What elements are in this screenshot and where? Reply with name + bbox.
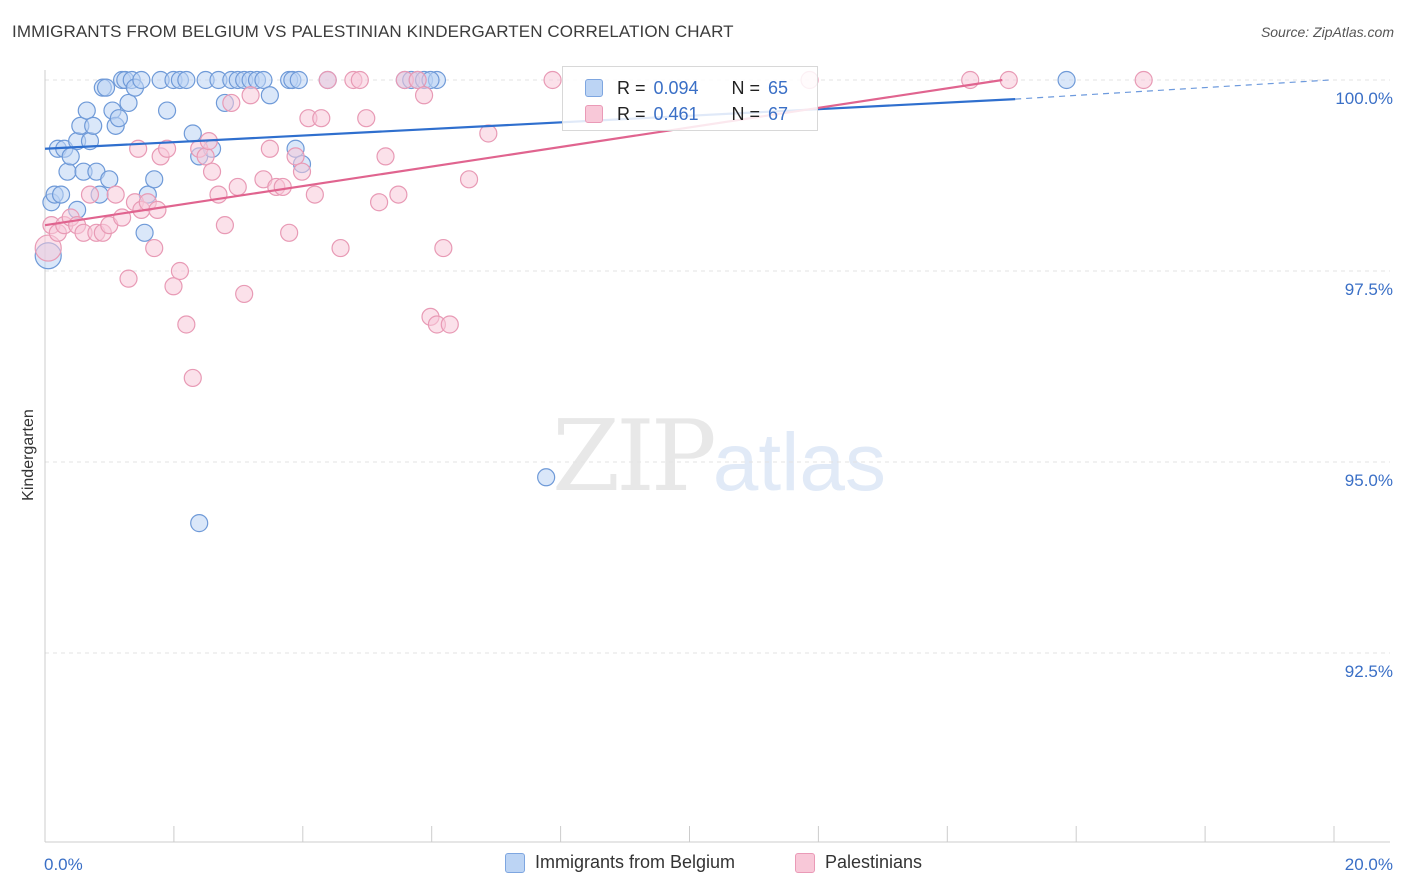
palestinians-point — [543, 70, 562, 90]
y-tick-label: 100.0% — [1335, 89, 1393, 108]
belgium-point — [61, 147, 80, 166]
series-legend: Immigrants from Belgium Palestinians — [0, 852, 1406, 876]
n-label: N = — [731, 77, 761, 98]
palestinians-point — [292, 162, 312, 181]
belgium-point — [51, 185, 71, 204]
x-tick-label: 20.0% — [1345, 855, 1393, 874]
belgium-point — [289, 70, 308, 90]
legend-label-belgium: Immigrants from Belgium — [535, 852, 736, 872]
palestinians-point — [376, 147, 395, 166]
belgium-point — [135, 223, 154, 242]
palestinians-point — [440, 315, 459, 334]
palestinians-point — [183, 368, 202, 388]
legend-item-palestinians[interactable]: Palestinians — [795, 852, 922, 873]
belgium-point — [145, 170, 164, 189]
trend-lines — [44, 78, 1331, 227]
belgium-point — [58, 162, 77, 181]
palestinians-r-value: 0.461 — [653, 103, 699, 124]
belgium-point — [84, 116, 103, 135]
palestinians-point — [312, 109, 331, 128]
palestinians-point — [286, 147, 305, 166]
tick-labels: 100.0% 97.5% 95.0% 92.5% 0.0% 20.0% — [44, 89, 1393, 874]
legend-swatch-palestinians — [795, 852, 815, 873]
palestinians-point — [241, 86, 260, 105]
palestinians-point — [177, 315, 196, 334]
palestinians-point — [228, 177, 247, 197]
palestinians-swatch — [585, 105, 603, 123]
palestinians-point — [273, 177, 292, 197]
belgium-swatch — [585, 79, 603, 97]
stats-row-belgium: R = 0.094 N = 65 — [585, 75, 788, 101]
palestinians-point — [357, 109, 376, 128]
palestinians-point — [999, 70, 1018, 90]
palestinians-point — [305, 185, 324, 204]
belgium-point — [537, 468, 556, 487]
palestinians-point — [414, 86, 434, 105]
palestinians-trend-line — [44, 78, 1003, 227]
palestinians-point — [389, 185, 408, 204]
belgium-point — [157, 101, 177, 120]
chart-title: IMMIGRANTS FROM BELGIUM VS PALESTINIAN K… — [12, 22, 734, 41]
belgium-point — [77, 101, 96, 120]
palestinians-point — [145, 238, 164, 258]
y-tick-label: 97.5% — [1345, 280, 1393, 299]
belgium-point — [177, 70, 196, 90]
belgium-point — [1057, 70, 1076, 90]
palestinians-point — [280, 223, 299, 242]
belgium-trend-extension — [1015, 79, 1331, 100]
belgium-point — [100, 170, 119, 189]
legend-item-belgium[interactable]: Immigrants from Belgium — [505, 852, 735, 873]
source-label: Source: ZipAtlas.com — [1260, 24, 1394, 40]
belgium-point — [109, 109, 128, 128]
palestinians-point — [34, 234, 62, 262]
palestinians-point — [157, 139, 177, 158]
r-label: R = — [617, 77, 646, 98]
palestinians-point — [370, 193, 389, 212]
palestinians-point — [202, 162, 222, 181]
palestinians-point — [459, 170, 479, 189]
belgium-point — [183, 124, 202, 143]
belgium-point — [260, 86, 279, 105]
belgium-point — [119, 93, 138, 113]
belgium-point — [190, 514, 209, 533]
palestinians-point — [350, 70, 369, 90]
belgium-r-value: 0.094 — [653, 77, 699, 98]
palestinians-point — [80, 185, 100, 204]
y-tick-label: 95.0% — [1345, 471, 1393, 490]
palestinians-point — [1134, 70, 1153, 90]
legend-swatch-belgium — [505, 852, 525, 873]
stats-legend: R = 0.094 N = 65 R = 0.461 N = 67 — [562, 66, 818, 131]
palestinians-point — [119, 269, 138, 288]
palestinians-point — [235, 284, 254, 304]
palestinians-point — [318, 70, 337, 90]
x-tick-label: 0.0% — [44, 855, 83, 874]
palestinians-point — [215, 216, 234, 235]
legend-label-palestinians: Palestinians — [825, 852, 923, 872]
palestinians-n-value: 67 — [768, 103, 789, 124]
palestinians-point — [434, 238, 453, 258]
gridlines — [45, 79, 1390, 654]
palestinians-point — [479, 124, 498, 143]
palestinians-point — [408, 70, 427, 90]
palestinians-point — [164, 277, 183, 296]
belgium-point — [254, 70, 273, 90]
palestinians-point — [331, 238, 350, 258]
n-label: N = — [731, 103, 761, 124]
palestinians-point — [222, 93, 241, 113]
y-tick-label: 92.5% — [1345, 662, 1393, 681]
palestinians-point — [170, 261, 190, 281]
belgium-point — [96, 78, 116, 97]
belgium-n-value: 65 — [768, 77, 789, 98]
belgium-point — [132, 70, 151, 90]
stats-row-palestinians: R = 0.461 N = 67 — [585, 101, 788, 127]
palestinians-point — [196, 147, 215, 166]
palestinians-point — [106, 185, 125, 204]
belgium-trend-line — [44, 98, 1016, 150]
r-label: R = — [617, 103, 646, 124]
palestinians-point — [260, 139, 279, 158]
